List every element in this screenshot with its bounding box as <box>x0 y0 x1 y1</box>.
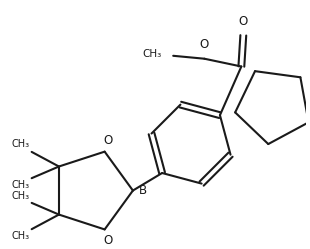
Text: O: O <box>239 14 248 28</box>
Text: O: O <box>200 38 209 51</box>
Text: B: B <box>139 184 147 197</box>
Text: CH₃: CH₃ <box>11 180 30 190</box>
Text: CH₃: CH₃ <box>142 49 162 59</box>
Text: O: O <box>103 134 112 147</box>
Text: CH₃: CH₃ <box>11 191 30 201</box>
Text: CH₃: CH₃ <box>11 139 30 149</box>
Text: O: O <box>103 234 112 247</box>
Text: CH₃: CH₃ <box>11 231 30 241</box>
